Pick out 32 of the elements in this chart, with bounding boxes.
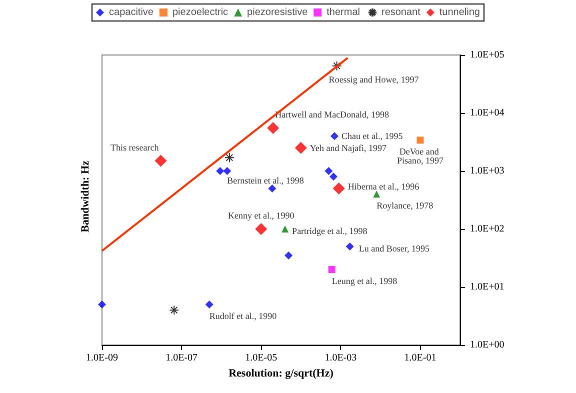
x-tick-label: 1.0E-01: [404, 352, 436, 364]
legend-label: capacitive: [109, 7, 154, 18]
legend-label: thermal: [326, 7, 360, 18]
legend-label: piezoelectric: [172, 7, 228, 18]
annotation: Roessig and Howe, 1997: [328, 74, 420, 84]
x-tick-label: 1.0E-03: [324, 352, 357, 364]
x-tick-label: 1.0E-07: [166, 352, 198, 364]
annotation: DeVoe and Pisano, 1997: [396, 146, 444, 166]
annotation: Partridge et al., 1998: [292, 226, 368, 236]
y-tick-label: 1.0E+00: [470, 340, 504, 350]
annotation: Kenny et al., 1990: [228, 210, 295, 220]
annotation: Lu and Boser, 1995: [358, 243, 430, 254]
annotation: Roylance, 1978: [376, 200, 434, 211]
y-tick-label: 1.0E+04: [470, 108, 504, 118]
annotation: This research: [110, 142, 160, 152]
annotation: Rudolf et al., 1990: [209, 310, 278, 321]
y-axis-title: Bandwidth: Hz: [80, 160, 92, 232]
annotation: Hiberna et al., 1996: [348, 181, 420, 192]
y-tick-label: 1.0E+03: [470, 166, 504, 176]
annotation: Leung et al., 1998: [332, 276, 398, 286]
x-tick-label: 1.0E-05: [245, 352, 278, 364]
annotation: Yeh and Najafi, 1997: [310, 142, 387, 153]
legend-label: resonant: [381, 7, 421, 18]
x-axis-title: Resolution: g/sqrt(Hz): [228, 367, 334, 380]
annotation: Bernstein et al., 1998: [227, 176, 304, 186]
annotation: Chau et al., 1995: [342, 131, 404, 142]
y-tick-label: 1.0E+05: [470, 50, 504, 60]
legend-label: tunneling: [439, 7, 480, 18]
x-tick-label: 1.0E-09: [86, 352, 118, 364]
legend-label: piezoresistive: [247, 7, 308, 18]
y-tick-label: 1.0E+02: [470, 224, 504, 234]
y-tick-label: 1.0E+01: [470, 282, 504, 292]
